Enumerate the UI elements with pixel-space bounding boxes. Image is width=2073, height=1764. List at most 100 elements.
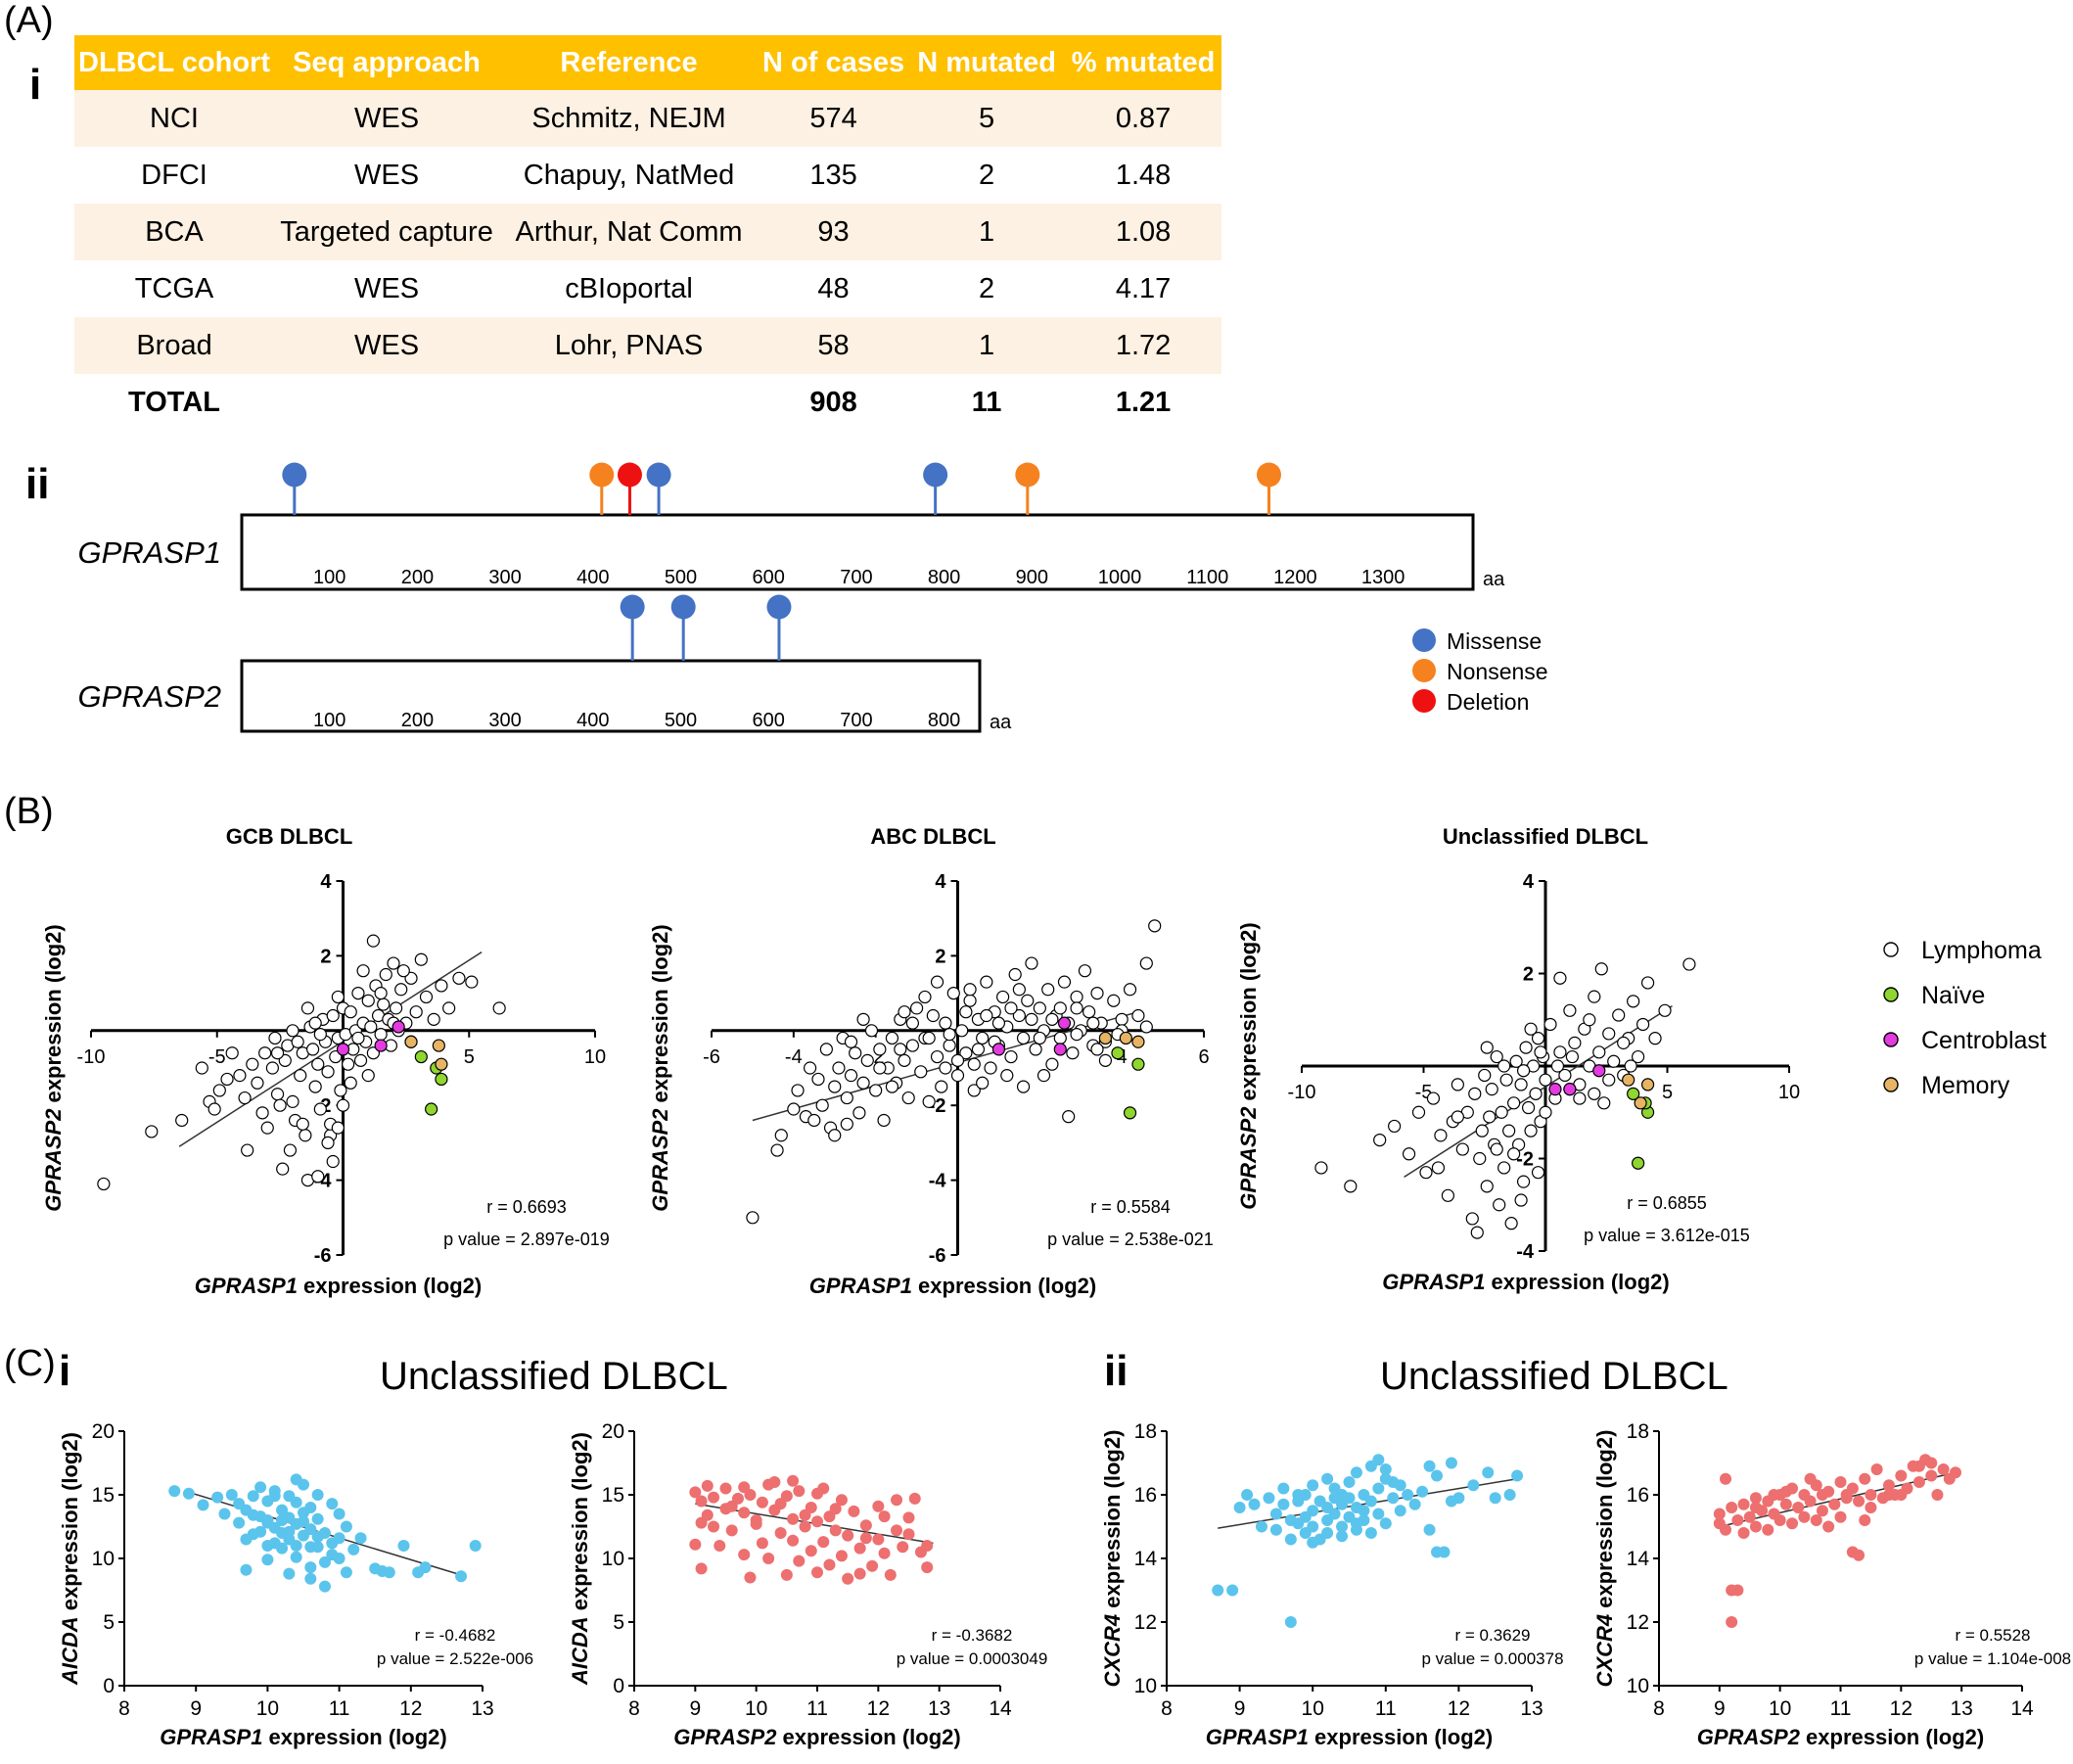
- data-point: [885, 1080, 899, 1093]
- data-point: [1853, 1549, 1866, 1561]
- data-point: [1503, 1489, 1516, 1501]
- data-point: [905, 1016, 919, 1030]
- data-point: [1451, 1110, 1464, 1124]
- data-point: [922, 1031, 936, 1045]
- data-point: [1949, 1466, 1961, 1479]
- data-point: [1372, 1508, 1385, 1520]
- data-point: [1514, 1193, 1528, 1207]
- data-point: [1516, 1064, 1531, 1078]
- data-point: [1021, 994, 1035, 1007]
- data-point: [902, 1528, 915, 1541]
- data-point: [873, 1061, 887, 1075]
- data-point: [1495, 1105, 1508, 1119]
- table-cell: 1.08: [1065, 204, 1222, 260]
- data-point: [1475, 1124, 1489, 1137]
- data-point: [1810, 1514, 1822, 1526]
- tick-label: 100: [313, 567, 346, 588]
- data-point: [1768, 1489, 1780, 1501]
- table-cell: Chapuy, NatMed: [523, 159, 735, 191]
- data-point: [872, 1500, 885, 1512]
- data-point: [1485, 1083, 1498, 1096]
- data-point: [1632, 1156, 1645, 1170]
- data-point: [304, 1572, 317, 1585]
- data-point: [1364, 1527, 1377, 1539]
- data-point: [1912, 1476, 1925, 1488]
- gene-box: [240, 513, 1475, 591]
- x-axis-label-gene: GPRASP1: [160, 1725, 262, 1749]
- data-point: [1070, 1001, 1083, 1015]
- data-point: [695, 1495, 708, 1508]
- data-point: [342, 1057, 355, 1071]
- data-point: [828, 1129, 842, 1142]
- data-point: [1524, 1124, 1538, 1137]
- y-tick-label: 18: [1134, 1420, 1157, 1443]
- data-point: [1726, 1502, 1738, 1513]
- tick-label: 200: [401, 567, 434, 588]
- y-tick-label: 0: [103, 1675, 115, 1697]
- x-axis-label-rest: expression (log2): [298, 1274, 482, 1298]
- data-point: [719, 1482, 732, 1495]
- data-point: [258, 1046, 272, 1060]
- y-tick-label: 14: [1627, 1548, 1650, 1570]
- table-cell: 135: [809, 159, 857, 191]
- data-point: [787, 1534, 800, 1547]
- data-point: [905, 1039, 919, 1052]
- data-point: [1558, 1068, 1572, 1083]
- legend-marker: [1412, 659, 1436, 682]
- chart-title: GCB DLBCL: [226, 824, 353, 849]
- data-point: [455, 1570, 468, 1583]
- panel-c-i-label: i: [59, 1347, 71, 1395]
- data-point: [1033, 1001, 1046, 1015]
- x-axis-label-gene: GPRASP1: [1206, 1725, 1309, 1749]
- cell-type-legend: Lymphoma Naïve Centroblast Memory: [1883, 937, 2047, 1099]
- data-point: [1731, 1584, 1744, 1597]
- data-point: [1307, 1536, 1319, 1549]
- data-point: [1749, 1520, 1762, 1533]
- x-tick-label: 11: [1375, 1697, 1397, 1720]
- data-point: [394, 983, 408, 997]
- data-point: [1497, 1161, 1511, 1175]
- mutation-dot: [589, 462, 615, 487]
- table-cell: 93: [759, 204, 909, 260]
- data-point: [1248, 1498, 1261, 1510]
- data-point: [853, 1567, 866, 1580]
- x-tick-label: 9: [190, 1697, 202, 1720]
- data-point: [331, 1121, 345, 1135]
- data-point: [1016, 1080, 1031, 1093]
- data-point: [976, 1031, 990, 1045]
- data-point: [308, 1080, 322, 1093]
- data-point: [1592, 1045, 1606, 1059]
- y-tick-label: 12: [1627, 1611, 1649, 1634]
- data-point: [1373, 1134, 1387, 1147]
- data-point: [1804, 1472, 1817, 1485]
- tick-label: 1100: [1186, 567, 1228, 588]
- data-point: [1402, 1489, 1414, 1501]
- data-point: [859, 1532, 872, 1545]
- table-header-cell: DLBCL cohort: [74, 35, 275, 90]
- x-axis-label-rest: expression (log2): [776, 1725, 960, 1749]
- data-point: [366, 934, 380, 948]
- table-cell: WES: [274, 317, 500, 374]
- data-point: [1321, 1527, 1334, 1539]
- y-tick-label: 4: [935, 871, 946, 893]
- tick-label: 300: [488, 710, 521, 731]
- data-point: [1299, 1489, 1312, 1501]
- data-point: [1465, 1212, 1479, 1226]
- table-total-cell: 11: [971, 386, 1002, 418]
- data-point: [251, 1076, 264, 1090]
- data-point: [922, 1094, 936, 1108]
- data-point: [1277, 1498, 1290, 1510]
- data-point: [1937, 1463, 1950, 1475]
- data-point: [1307, 1479, 1319, 1492]
- x-tick-label: 11: [806, 1697, 828, 1720]
- data-point: [799, 1509, 811, 1521]
- data-point: [304, 1502, 317, 1513]
- y-tick-label: 2: [320, 946, 331, 967]
- data-point: [419, 990, 434, 1004]
- lollipop-plot: GPRASP1 100 200 300 400 500 600 700 800 900 1000 11…: [78, 462, 1548, 733]
- data-point: [859, 1519, 872, 1532]
- data-point: [195, 1061, 208, 1075]
- data-point: [817, 1536, 830, 1549]
- x-tick-label: 8: [628, 1697, 640, 1720]
- data-point: [1083, 1005, 1096, 1019]
